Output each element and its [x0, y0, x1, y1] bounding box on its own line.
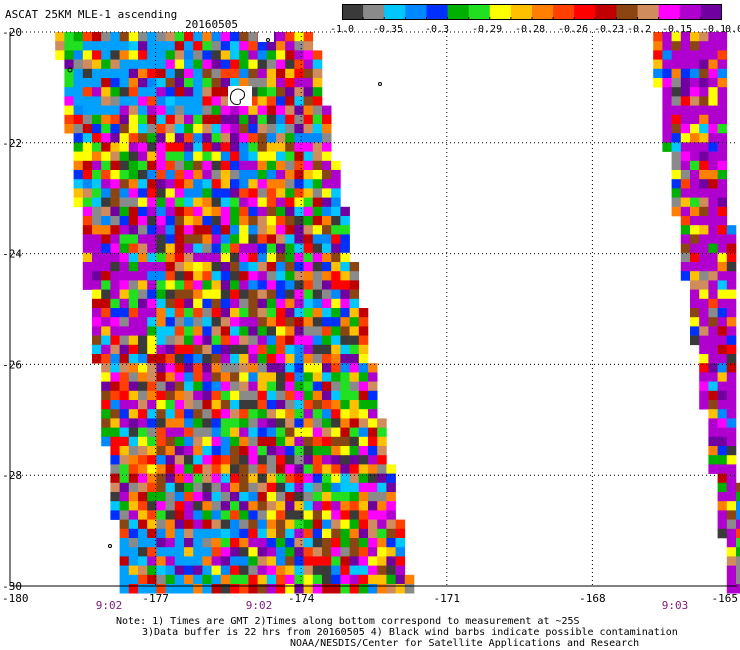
note-line-2: 3)Data buffer is 22 hrs from 20160505 4)…	[142, 627, 678, 638]
color-scale-label: -0.35	[373, 24, 404, 35]
longitude-label: -168	[579, 592, 606, 605]
color-scale-swatch	[384, 4, 406, 20]
longitude-label: -180	[2, 592, 29, 605]
product-title: ASCAT 25KM MLE-1 ascending	[5, 8, 178, 21]
latitude-label: -28	[2, 469, 22, 482]
longitude-label: -177	[142, 592, 169, 605]
color-scale-label: -0.28	[515, 24, 546, 35]
longitude-label: -171	[434, 592, 461, 605]
color-scale-label: -0.26	[558, 24, 589, 35]
color-scale-labels: -1.0 -0.35 -0.3 -0.29 -0.28 -0.26 -0.23 -0.2 -0.…	[330, 24, 740, 36]
note-line-3: NOAA/NESDIS/Center for Satellite Applica…	[290, 638, 640, 649]
color-scale-swatch	[510, 4, 533, 20]
time-label: 9:02	[96, 599, 123, 610]
color-scale-label: -0.29	[472, 24, 503, 35]
island-outline	[266, 38, 270, 42]
color-scale-swatch	[595, 4, 617, 20]
color-scale-swatch	[658, 4, 681, 20]
color-scale-label: 0.0	[725, 24, 740, 35]
swath-cells	[55, 32, 740, 594]
time-labels: 9:02 9:02 9:03	[96, 599, 689, 610]
longitude-label: -174	[288, 592, 315, 605]
color-scale-swatch	[532, 4, 554, 20]
color-scale-swatch	[679, 4, 702, 20]
color-scale-swatch	[489, 4, 512, 20]
color-scale-swatch	[574, 4, 596, 20]
time-label: 9:03	[662, 599, 689, 610]
island-outline	[108, 544, 112, 548]
latitude-label: -24	[2, 248, 22, 261]
swath-map: -20-22-24-26-28-30 -180 -177 -174 -171 -168-…	[2, 26, 740, 610]
latitude-label: -22	[2, 137, 22, 150]
longitude-label: -165	[712, 592, 739, 605]
graticule	[10, 31, 738, 586]
latitude-label: -20	[2, 26, 22, 39]
color-scale-swatch	[363, 4, 385, 20]
color-scale-label: -0.15	[662, 24, 693, 35]
color-scale-label: -0.3	[425, 24, 450, 35]
color-scale-swatch	[616, 4, 639, 20]
island-outline	[229, 88, 245, 105]
color-scale-swatch	[447, 4, 470, 20]
color-scale-label: -0.2	[627, 24, 652, 35]
product-date: 20160505	[185, 18, 238, 31]
longitude-labels: -180 -177 -174 -171 -168 -165	[2, 592, 738, 605]
note-line-1: Note: 1) Times are GMT 2)Times along bot…	[116, 616, 580, 627]
map-frame	[9, 32, 738, 587]
color-scale-label: -1.0	[330, 24, 355, 35]
color-scale-swatch	[426, 4, 449, 20]
color-scale-swatch	[700, 4, 722, 20]
island-outline	[67, 67, 73, 73]
color-scale-label: -0.23	[594, 24, 625, 35]
island-outlines	[67, 38, 382, 548]
color-scale-swatch	[342, 4, 364, 20]
color-scale-bar	[342, 4, 722, 20]
color-scale-swatch	[553, 4, 575, 20]
time-label: 9:02	[246, 599, 273, 610]
island-outline	[378, 82, 382, 86]
color-scale-swatch	[405, 4, 427, 20]
latitude-label: -30	[2, 580, 22, 593]
latitude-label: -26	[2, 358, 22, 371]
color-scale-swatch	[468, 4, 491, 20]
color-scale-label: -0.1	[702, 24, 727, 35]
latitude-labels: -20 -22 -24 -26 -28 -30	[2, 26, 22, 593]
color-scale-swatch	[637, 4, 660, 20]
